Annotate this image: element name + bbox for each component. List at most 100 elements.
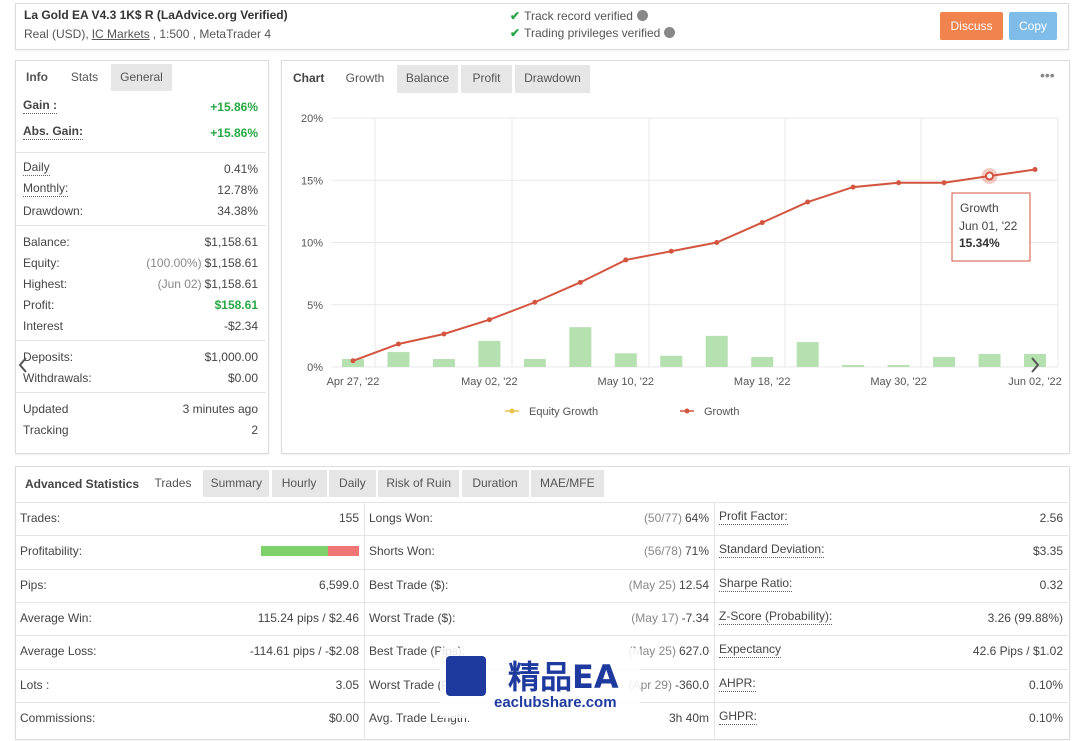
stats-row: Profit Factor: 2.56 [714, 508, 1068, 528]
stat-row: Balance: $1,158.61 [16, 232, 266, 252]
tab[interactable]: Hourly [271, 470, 327, 497]
tab[interactable]: Trades [145, 470, 201, 497]
stats-value: 115.24 pips / $2.46 [258, 608, 359, 628]
stats-value-text: 6,599.0 [318, 577, 359, 592]
bar [387, 352, 410, 367]
stats-label: Expectancy [719, 642, 782, 659]
tab[interactable]: Duration [461, 470, 529, 497]
stats-value-text: 155 [338, 511, 359, 525]
tab [515, 65, 590, 93]
stat-value: 2 [251, 420, 258, 440]
stats-row: Pips: 6,599.0 [15, 575, 364, 595]
stats-value-text: -360.0 [674, 677, 709, 692]
tab[interactable]: General [111, 64, 172, 91]
check-icon: ✔ [510, 9, 521, 23]
stat-value: 12.78% [217, 180, 258, 200]
stats-label: Average Win: [20, 610, 92, 625]
tab[interactable]: Daily [328, 470, 376, 497]
tab[interactable]: Risk of Ruin [378, 470, 460, 497]
chart-label: Chart [293, 71, 324, 85]
row-separator [16, 635, 1068, 637]
stat-value-text: $1,000.00 [204, 350, 258, 364]
stats-value: 6,599.0 [319, 575, 359, 595]
stats-label: Worst Trade ($): [369, 610, 456, 625]
check-icon: ✔ [510, 26, 521, 40]
tab[interactable]: Info [16, 64, 58, 91]
bar [933, 357, 956, 367]
stats-value-text: 42.6 Pips / $1.02 [972, 644, 1063, 659]
tab-label: Balance [406, 71, 450, 85]
watermark-brand: 精品EA [508, 658, 619, 696]
stat-label: Gain : [23, 98, 58, 114]
legend-marker [684, 408, 690, 414]
account-title: La Gold EA V4.3 1K$ R (LaAdvice.org Veri… [24, 8, 288, 22]
stat-value: 34.38% [217, 201, 258, 221]
stat-value-text: 0.41% [223, 162, 258, 176]
stats-label: Profit Factor: [719, 509, 788, 525]
tab[interactable]: MAE/MFE [530, 470, 604, 497]
row-separator [16, 568, 1068, 570]
header-panel [15, 3, 1069, 50]
stats-note: (56/78) [643, 544, 682, 559]
point [850, 184, 856, 190]
x-tick-label: May 02, '22 [461, 376, 518, 388]
profitability-bar [261, 546, 359, 557]
stat-value-text: +15.86% [210, 100, 258, 114]
tab[interactable]: Stats [60, 64, 109, 91]
stats-label: Trades: [20, 511, 61, 525]
stat-row: Monthly: 12.78% [16, 180, 266, 200]
point [759, 220, 765, 226]
bar [660, 355, 683, 367]
point [441, 331, 447, 337]
x-tick-label: May 10, '22 [598, 376, 655, 388]
stats-value: 2.56 [1040, 508, 1063, 528]
hover-point [985, 171, 995, 181]
stats-row: AHPR: 0.10% [714, 675, 1068, 695]
stats-row: Sharpe Ratio: 0.32 [714, 575, 1068, 595]
stat-label: Monthly: [23, 181, 69, 197]
stats-row: Best Trade ($): (May 25) 12.54 [364, 575, 714, 595]
tooltip-box [951, 192, 1031, 262]
bar [842, 365, 865, 367]
growth-line [352, 168, 1036, 362]
tab[interactable]: Summary [203, 470, 270, 497]
subtitle-part: , 1:500 , MetaTrader 4 [152, 27, 271, 41]
point [532, 299, 538, 305]
stats-value: (May 17) -7.34 [631, 608, 709, 628]
stat-value-text: $158.61 [214, 298, 258, 312]
subtitle-part: Real (USD), [24, 27, 89, 41]
button[interactable]: Discuss [940, 12, 1003, 40]
stats-value-text: 0.10% [1028, 677, 1063, 692]
stat-label: Equity: [23, 256, 60, 270]
watermark-site: eaclubshare.com [494, 694, 617, 711]
stats-row: Expectancy 42.6 Pips / $1.02 [714, 641, 1068, 661]
button[interactable]: Copy [1009, 12, 1057, 40]
stats-row: Shorts Won: (56/78) 71% [364, 541, 714, 561]
bar [523, 359, 546, 367]
stats-value: 3.05 [336, 675, 359, 695]
stats-value-text: 2.56 [1039, 511, 1063, 525]
stats-value-text: 3.26 (99.88%) [987, 610, 1063, 625]
subtitle-part[interactable]: IC Markets [91, 27, 150, 41]
point [623, 257, 629, 263]
stats-note: (May 25) [628, 577, 676, 592]
bar [751, 357, 774, 367]
tab-label: Drawdown [524, 71, 581, 85]
stats-label: Shorts Won: [369, 544, 435, 559]
stats-row: Z-Score (Probability): 3.26 (99.88%) [714, 608, 1068, 628]
stat-value-text: $1,158.61 [204, 235, 258, 249]
y-tick-label: 0% [307, 362, 323, 374]
row-separator [16, 502, 1068, 503]
stat-label: Drawdown: [23, 204, 84, 218]
stats-label: AHPR: [719, 675, 756, 692]
point [350, 358, 356, 364]
stats-row: Worst Trade ($): (May 17) -7.34 [364, 608, 714, 628]
stat-label: Abs. Gain: [23, 124, 84, 140]
stats-row: Average Loss: -114.61 pips / -$2.08 [15, 641, 364, 661]
stat-label: Updated [23, 402, 69, 416]
stat-row: Updated 3 minutes ago [16, 399, 266, 419]
point [486, 317, 492, 323]
verified-text: Trading privileges verified [524, 26, 661, 40]
stats-value: 0.10% [1029, 708, 1063, 728]
